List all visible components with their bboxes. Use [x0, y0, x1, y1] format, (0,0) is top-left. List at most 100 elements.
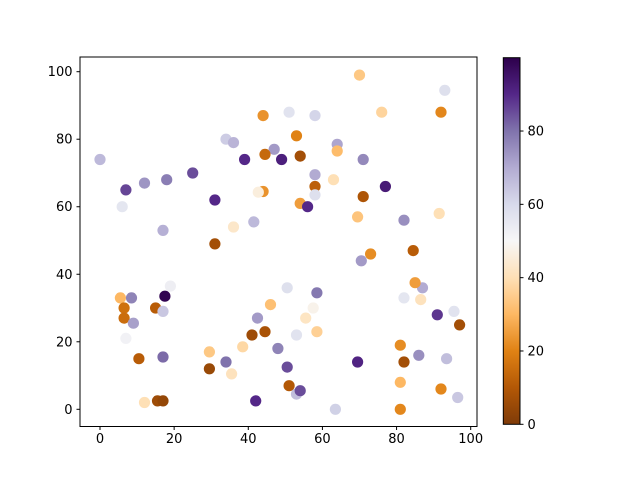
scatter-point — [376, 106, 388, 118]
y-tick-label: 40 — [56, 268, 73, 283]
scatter-point — [435, 106, 447, 118]
scatter-point — [283, 380, 295, 392]
scatter-point — [114, 292, 126, 304]
x-tick-label: 20 — [166, 432, 183, 447]
scatter-point — [309, 169, 321, 181]
scatter-point — [138, 396, 151, 409]
scatter-point — [357, 153, 369, 166]
scatter-point — [237, 341, 249, 353]
scatter-point — [309, 110, 321, 122]
scatter-point — [283, 106, 295, 118]
scatter-point — [226, 368, 238, 380]
scatter-point — [394, 403, 406, 415]
scatter-point — [294, 385, 306, 397]
scatter-point — [272, 342, 284, 355]
scatter-point — [161, 174, 173, 186]
plot-area-border — [79, 56, 478, 427]
colorbar-tick-label: 60 — [528, 198, 545, 213]
scatter-point — [352, 356, 364, 368]
scatter-point — [302, 201, 314, 213]
scatter-point — [220, 356, 232, 368]
scatter-point — [138, 177, 151, 189]
scatter-point — [116, 201, 128, 213]
colorbar-tick-label: 40 — [528, 271, 545, 286]
scatter-point — [276, 153, 288, 166]
scatter-point — [355, 255, 367, 267]
colorbar-tick-label: 0 — [528, 418, 536, 433]
scatter-point — [311, 326, 323, 338]
colorbar: 0 20 40 60 80 — [502, 57, 545, 433]
y-axis: 0 20 40 60 80 100 — [48, 65, 80, 418]
scatter-points-layer — [94, 69, 466, 415]
colorbar-outline — [502, 57, 521, 425]
scatter-point — [281, 361, 293, 373]
scatter-point — [120, 184, 132, 196]
scatter-point — [246, 329, 258, 341]
scatter-point — [290, 329, 303, 341]
scatter-point — [157, 351, 169, 363]
scatter-point — [187, 167, 199, 179]
scatter-point — [307, 302, 319, 314]
scatter-point — [248, 216, 260, 228]
x-axis: 0 20 40 60 80 100 — [96, 426, 483, 447]
scatter-point — [118, 302, 130, 314]
scatter-point — [118, 312, 130, 324]
scatter-point — [227, 137, 240, 149]
scatter-point — [413, 349, 425, 361]
scatter-point — [309, 180, 321, 193]
scatter-point — [125, 292, 138, 304]
scatter-point — [435, 383, 447, 395]
scatter-point — [409, 277, 421, 289]
scatter-point — [120, 332, 132, 344]
y-tick-label: 60 — [56, 200, 73, 215]
x-tick-label: 100 — [458, 432, 483, 447]
scatter-point — [264, 299, 277, 311]
scatter-point — [311, 287, 323, 299]
scatter-point — [352, 211, 364, 223]
scatter-point — [439, 84, 451, 96]
scatter-point — [259, 326, 271, 338]
scatter-point — [164, 280, 176, 292]
scatter-point — [203, 346, 215, 358]
scatter-point — [157, 395, 169, 407]
scatter-point — [157, 305, 169, 317]
scatter-point — [398, 292, 410, 304]
scatter-point — [252, 186, 264, 198]
scatter-point — [209, 194, 221, 206]
scatter-point — [281, 282, 293, 294]
scatter-point — [251, 312, 264, 324]
scatter-point — [452, 391, 464, 404]
scatter-point — [357, 191, 369, 203]
scatter-point — [309, 189, 321, 201]
y-tick-label: 0 — [64, 403, 72, 418]
x-tick-label: 40 — [240, 432, 257, 447]
scatter-point — [398, 214, 410, 226]
colorbar-tick-label: 80 — [528, 125, 545, 140]
scatter-point — [415, 294, 427, 306]
scatter-point — [94, 153, 106, 166]
x-tick-label: 0 — [96, 432, 104, 447]
x-tick-label: 60 — [314, 432, 331, 447]
scatter-point — [431, 309, 443, 321]
scatter-point — [290, 130, 303, 142]
y-tick-label: 100 — [48, 65, 73, 80]
scatter-point — [127, 317, 139, 329]
scatter-point — [294, 150, 306, 162]
scatter-point — [268, 143, 280, 155]
y-tick-label: 80 — [56, 133, 73, 148]
scatter-point — [257, 110, 269, 122]
colorbar-gradient — [503, 57, 520, 425]
scatter-point — [239, 153, 251, 166]
scatter-point — [331, 145, 343, 157]
scatter-point — [159, 290, 171, 302]
scatter-point — [157, 224, 169, 236]
scatter-point — [209, 238, 221, 250]
scatter-point — [329, 403, 341, 415]
y-tick-label: 20 — [56, 335, 73, 350]
colorbar-tick-label: 20 — [528, 344, 545, 359]
scatter-point — [394, 339, 406, 351]
scatter-point — [407, 245, 419, 257]
scatter-point — [133, 353, 145, 365]
scatter-point — [300, 312, 312, 324]
